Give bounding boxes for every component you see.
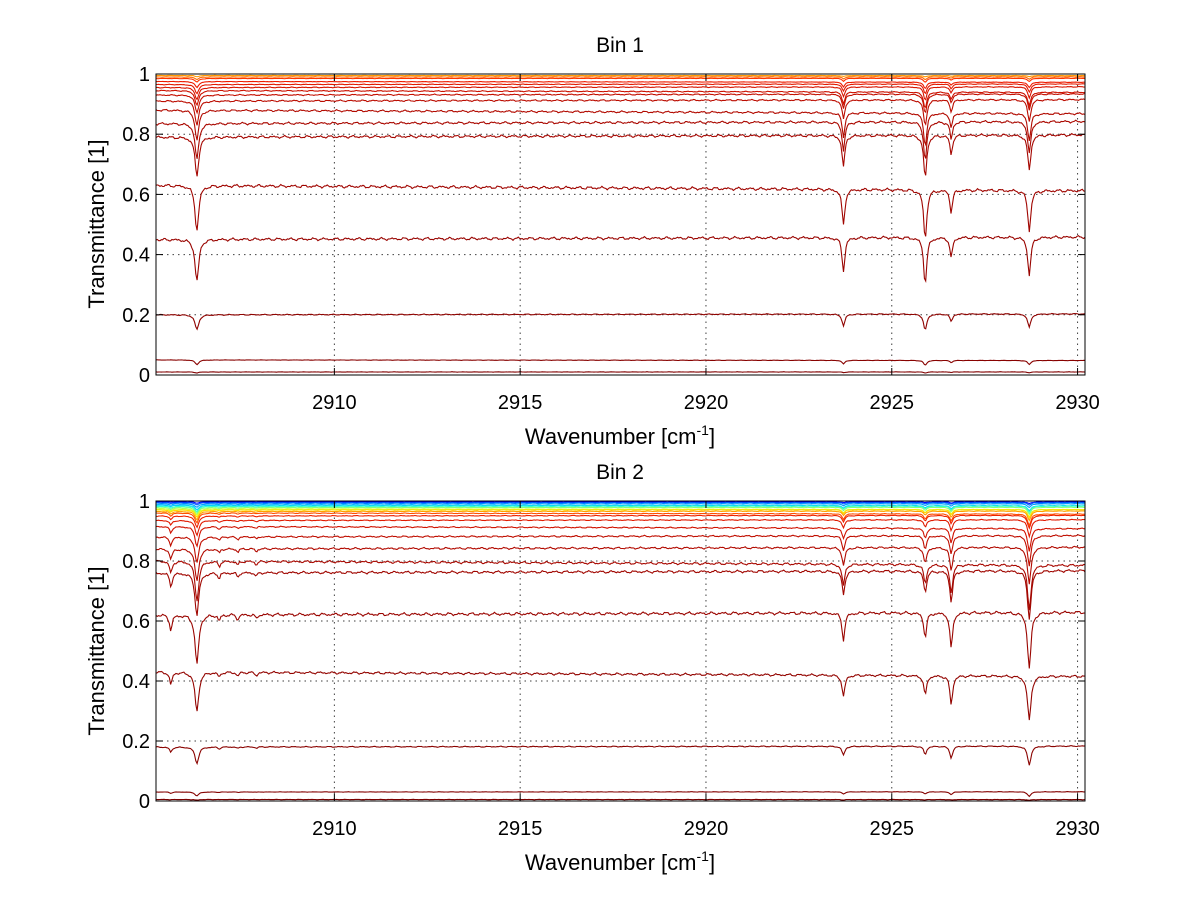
x-tick-label: 2910 — [312, 818, 357, 840]
spectrum-line — [155, 234, 1086, 283]
spectrum-line — [155, 74, 1085, 78]
x-axis-label: Wavenumber [cm-1] — [525, 422, 715, 449]
series-group — [155, 74, 1086, 374]
spectrum-line — [155, 98, 1086, 126]
chart-title: Bin 2 — [596, 461, 644, 484]
y-tick-label: 1 — [139, 491, 150, 513]
x-tick-label: 2915 — [498, 392, 543, 414]
series-group — [155, 501, 1086, 801]
spectrum-line — [155, 89, 1086, 109]
chart-title: Bin 1 — [596, 34, 644, 57]
spectrum-line — [155, 745, 1086, 766]
spectrum-line — [156, 83, 1086, 95]
x-axis-label: Wavenumber [cm-1] — [525, 848, 715, 875]
y-tick-label: 0.8 — [122, 124, 150, 146]
x-tick-label: 2930 — [1055, 392, 1100, 414]
spectrum-line — [155, 510, 1086, 522]
y-tick-label: 0.4 — [122, 671, 150, 693]
panel-bin-2: Bin 2 2910 2915 2920 2925 2930 0 0.2 0.4 0.6 0.8 1… — [84, 461, 1100, 875]
x-tick-label: 2925 — [870, 392, 915, 414]
y-tick-label: 0.8 — [122, 551, 150, 573]
spectrum-line — [156, 504, 1085, 512]
spectrum-line — [155, 506, 1086, 516]
y-tick-label: 0 — [139, 365, 150, 387]
y-tick-label: 1 — [139, 64, 150, 86]
y-tick-label: 0.6 — [122, 611, 150, 633]
y-tick-label: 0 — [139, 791, 150, 813]
spectrum-line — [155, 108, 1086, 147]
spectrum-line — [155, 119, 1086, 159]
y-tick-label: 0.2 — [122, 305, 150, 327]
plot-area-frame — [155, 500, 1086, 802]
x-tick-label: 2920 — [684, 392, 729, 414]
spectrum-line — [155, 85, 1086, 101]
spectrum-line — [156, 359, 1086, 366]
spectrum-line — [155, 76, 1086, 81]
spectrum-line — [155, 798, 1086, 801]
spectrum-line — [155, 92, 1086, 115]
spectrum-line — [155, 132, 1086, 177]
spectrum-line — [155, 670, 1085, 721]
spectrum-line — [155, 503, 1086, 509]
spectrum-line — [155, 610, 1086, 669]
spectrum-line — [155, 514, 1086, 530]
spectrum-line — [155, 559, 1086, 611]
spectrum-line — [155, 545, 1086, 585]
spectrum-line — [155, 312, 1086, 331]
spectrum-line — [156, 80, 1085, 90]
x-tick-label: 2915 — [498, 818, 543, 840]
x-tick-label: 2920 — [684, 818, 729, 840]
y-tick-label: 0.2 — [122, 731, 150, 753]
y-tick-label: 0.4 — [122, 245, 150, 267]
spectrum-line — [155, 525, 1086, 552]
spectrum-line — [155, 518, 1086, 539]
x-tick-label: 2910 — [312, 392, 357, 414]
x-tick-label: 2930 — [1055, 818, 1100, 840]
spectrum-line — [155, 512, 1086, 527]
spectrum-line — [155, 791, 1085, 798]
spectrum-line — [155, 501, 1085, 505]
spectrum-line — [155, 534, 1086, 567]
y-tick-label: 0.6 — [122, 184, 150, 206]
y-axis-label: Transmittance [1] — [84, 139, 109, 308]
spectrum-line — [155, 508, 1086, 519]
spectrum-line — [155, 183, 1086, 237]
y-axis-label: Transmittance [1] — [84, 566, 109, 735]
spectrum-line — [155, 568, 1086, 620]
spectrum-line — [155, 371, 1086, 374]
panel-bin-1: Bin 1 2910 2915 2920 2925 2930 0 0.2 0.4 0.6 0.8 1… — [84, 34, 1100, 449]
plot-area-frame — [155, 73, 1086, 376]
spectrum-line — [155, 77, 1086, 83]
spectrum-line — [156, 505, 1086, 513]
spectrum-line — [155, 501, 1086, 506]
x-tick-label: 2925 — [870, 818, 915, 840]
